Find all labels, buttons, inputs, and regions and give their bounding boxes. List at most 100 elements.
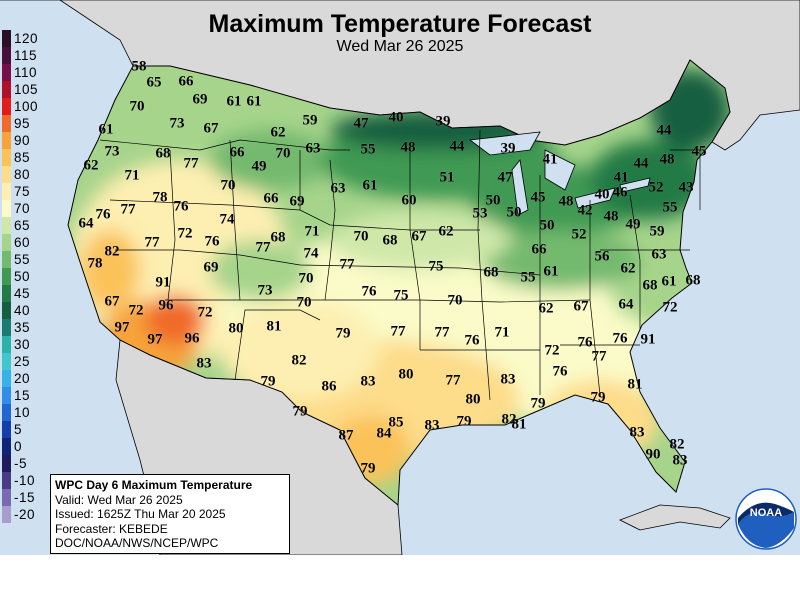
temperature-value: 72 bbox=[662, 299, 678, 316]
temperature-value: 85 bbox=[388, 414, 404, 431]
temperature-value: 77 bbox=[339, 256, 355, 273]
temperature-value: 52 bbox=[648, 179, 664, 196]
legend-swatch bbox=[2, 387, 11, 404]
legend-label: 85 bbox=[14, 150, 31, 165]
temperature-value: 82 bbox=[669, 436, 685, 453]
temperature-value: 61 bbox=[543, 263, 559, 280]
info-title: WPC Day 6 Maximum Temperature bbox=[55, 478, 253, 492]
temperature-value: 39 bbox=[435, 113, 451, 130]
temperature-value: 79 bbox=[292, 403, 308, 420]
temperature-value: 76 bbox=[612, 330, 628, 347]
legend-row: 15 bbox=[2, 387, 56, 404]
legend-swatch bbox=[2, 336, 11, 353]
temperature-value: 91 bbox=[640, 331, 656, 348]
legend-label: 100 bbox=[14, 99, 39, 114]
temperature-value: 44 bbox=[656, 122, 672, 139]
legend-label: 40 bbox=[14, 303, 31, 318]
temperature-value: 74 bbox=[303, 245, 319, 262]
temperature-value: 62 bbox=[438, 223, 454, 240]
legend-swatch bbox=[2, 217, 11, 234]
temperature-value: 48 bbox=[400, 139, 416, 156]
legend-label: 0 bbox=[14, 439, 23, 454]
temperature-value: 50 bbox=[506, 204, 522, 221]
temperature-value: 83 bbox=[500, 371, 516, 388]
temperature-value: 97 bbox=[147, 331, 163, 348]
legend-swatch bbox=[2, 285, 11, 302]
temperature-value: 77 bbox=[255, 239, 271, 256]
temperature-value: 62 bbox=[83, 157, 99, 174]
temperature-value: 68 bbox=[155, 145, 171, 162]
temperature-value: 82 bbox=[291, 352, 307, 369]
legend-row: 60 bbox=[2, 234, 56, 251]
temperature-value: 97 bbox=[114, 319, 130, 336]
legend-label: 25 bbox=[14, 354, 31, 369]
legend-swatch bbox=[2, 370, 11, 387]
legend-label: 55 bbox=[14, 252, 31, 267]
legend-swatch bbox=[2, 166, 11, 183]
temperature-value: 82 bbox=[501, 411, 517, 428]
temperature-value: 71 bbox=[124, 167, 140, 184]
legend-row: 20 bbox=[2, 370, 56, 387]
temperature-value: 48 bbox=[603, 208, 619, 225]
temperature-value: 80 bbox=[398, 366, 414, 383]
legend-swatch bbox=[2, 30, 11, 47]
temperature-value: 82 bbox=[104, 243, 120, 260]
temperature-value: 50 bbox=[539, 217, 555, 234]
legend-label: 45 bbox=[14, 286, 31, 301]
legend-row: 120 bbox=[2, 30, 56, 47]
temperature-value: 50 bbox=[485, 192, 501, 209]
temperature-value: 67 bbox=[411, 228, 427, 245]
legend-row: 0 bbox=[2, 438, 56, 455]
temperature-value: 42 bbox=[577, 202, 593, 219]
legend-label: 10 bbox=[14, 405, 31, 420]
temperature-value: 72 bbox=[177, 225, 193, 242]
legend-row: 65 bbox=[2, 217, 56, 234]
temperature-value: 79 bbox=[360, 460, 376, 477]
great-lakes bbox=[468, 131, 651, 216]
legend-row: 90 bbox=[2, 132, 56, 149]
color-legend: 120 115 110 105 100 95 90 85 80 75 70 65 60 55 50 45 40 3… bbox=[2, 30, 56, 523]
legend-label: 105 bbox=[14, 82, 39, 97]
legend-label: 115 bbox=[14, 48, 38, 63]
temperature-value: 65 bbox=[146, 74, 162, 91]
temperature-value: 58 bbox=[131, 58, 147, 75]
noaa-logo: NOAA bbox=[735, 488, 797, 550]
temperature-value: 80 bbox=[228, 320, 244, 337]
temperature-value: 90 bbox=[645, 446, 661, 463]
temperature-value: 63 bbox=[305, 140, 321, 157]
legend-label: 65 bbox=[14, 218, 31, 233]
legend-label: 15 bbox=[14, 388, 31, 403]
legend-swatch bbox=[2, 506, 11, 523]
info-issued: Issued: 1625Z Thu Mar 20 2025 bbox=[55, 507, 226, 521]
legend-label: 30 bbox=[14, 337, 31, 352]
legend-swatch bbox=[2, 489, 11, 506]
legend-row: 50 bbox=[2, 268, 56, 285]
legend-label: -15 bbox=[14, 490, 36, 505]
temperature-value: 73 bbox=[257, 282, 273, 299]
temperature-value: 53 bbox=[472, 205, 488, 222]
legend-label: -20 bbox=[14, 507, 36, 522]
temperature-value: 70 bbox=[296, 294, 312, 311]
temperature-value: 96 bbox=[184, 330, 200, 347]
legend-row: 40 bbox=[2, 302, 56, 319]
legend-row: 75 bbox=[2, 183, 56, 200]
temperature-value: 76 bbox=[577, 334, 593, 351]
temperature-value: 76 bbox=[173, 198, 189, 215]
temperature-value: 59 bbox=[649, 223, 665, 240]
legend-row: 105 bbox=[2, 81, 56, 98]
temperature-value: 40 bbox=[388, 109, 404, 126]
temperature-value: 78 bbox=[152, 189, 168, 206]
legend-label: 110 bbox=[14, 65, 38, 80]
temperature-value: 73 bbox=[169, 115, 185, 132]
legend-row: 45 bbox=[2, 285, 56, 302]
state-boundaries bbox=[99, 129, 701, 401]
temperature-value: 75 bbox=[428, 258, 444, 275]
legend-label: 5 bbox=[14, 422, 23, 437]
legend-row: 95 bbox=[2, 115, 56, 132]
legend-label: 70 bbox=[14, 201, 31, 216]
legend-swatch bbox=[2, 302, 11, 319]
temperature-value: 83 bbox=[196, 355, 212, 372]
temperature-value: 66 bbox=[178, 73, 194, 90]
temperature-value: 71 bbox=[494, 324, 510, 341]
temperature-value: 68 bbox=[642, 277, 658, 294]
